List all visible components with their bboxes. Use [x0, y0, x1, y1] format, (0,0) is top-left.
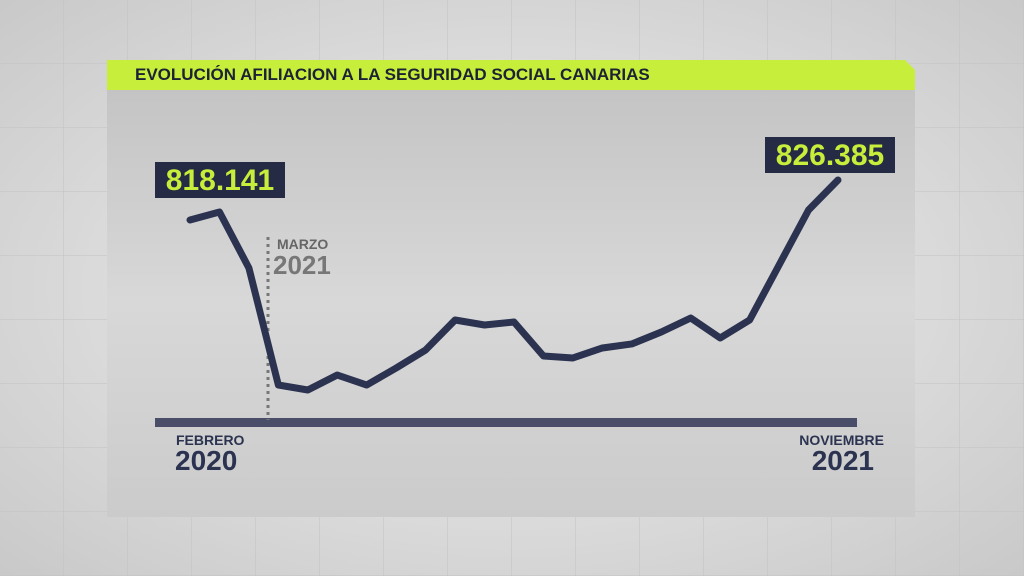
- value-label: 826.385: [776, 139, 884, 172]
- marker-month: MARZO: [277, 236, 328, 252]
- start-month: FEBRERO: [176, 432, 245, 448]
- end-month: NOVIEMBRE: [799, 432, 884, 448]
- chart-title: EVOLUCIÓN AFILIACION A LA SEGURIDAD SOCI…: [135, 65, 650, 84]
- title-bar: [107, 60, 915, 90]
- value-label: 818.141: [166, 164, 274, 197]
- marker-year: 2021: [273, 250, 331, 280]
- start-year: 2020: [175, 445, 237, 476]
- data-line: [186, 176, 842, 394]
- baseline: [155, 418, 857, 427]
- value-label-box: [765, 137, 895, 173]
- end-year: 2021: [812, 445, 874, 476]
- value-label-box: [155, 161, 285, 198]
